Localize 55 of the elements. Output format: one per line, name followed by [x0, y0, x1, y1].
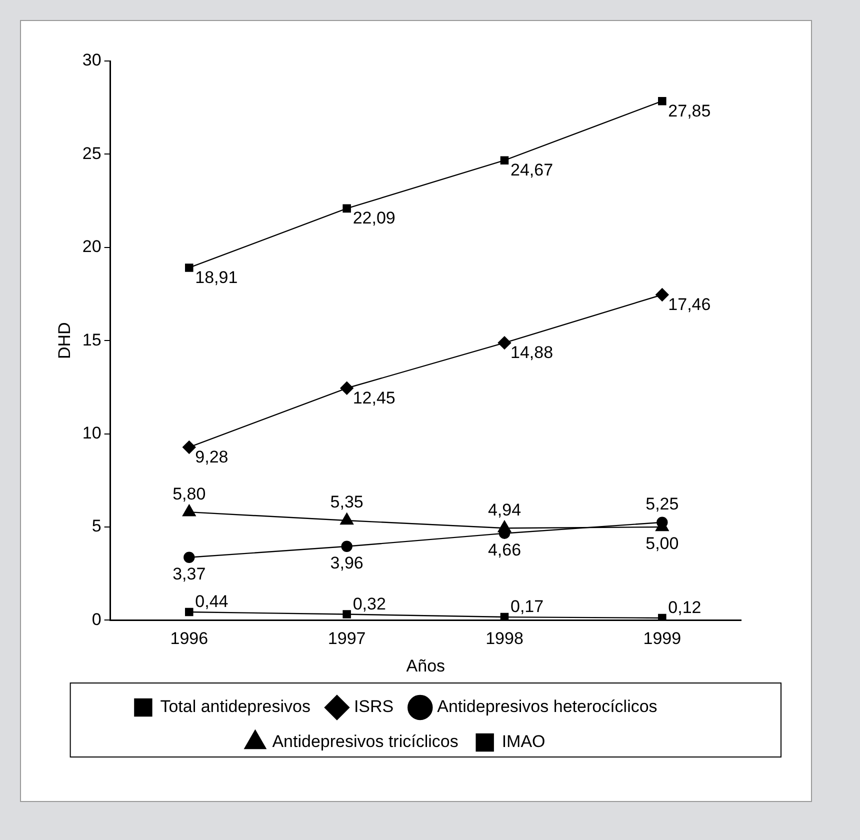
- data-label: 14,88: [510, 343, 554, 362]
- data-label: 0,44: [195, 592, 228, 612]
- legend-label: Antidepresivos heterocíclicos: [437, 697, 658, 716]
- data-label: 5,80: [172, 484, 206, 504]
- data-label: 27,85: [668, 101, 711, 120]
- point: [500, 612, 509, 620]
- point: [185, 608, 194, 616]
- point: [500, 156, 509, 164]
- point: [340, 382, 354, 395]
- data-label: 12,45: [352, 388, 396, 408]
- data-label: 0,17: [510, 597, 544, 616]
- x-axis-title: Años: [406, 656, 446, 676]
- y-tick-label: 15: [82, 330, 102, 350]
- data-label: 5,00: [646, 534, 679, 554]
- x-tick-label: 1997: [328, 629, 366, 648]
- point: [342, 610, 351, 618]
- x-tick-label: 1999: [643, 629, 682, 648]
- data-label: 5,35: [330, 492, 364, 512]
- legend-label: ISRS: [354, 697, 394, 716]
- y-tick-label: 5: [92, 516, 102, 536]
- point: [656, 516, 668, 528]
- legend-label: IMAO: [502, 732, 546, 752]
- point: [182, 504, 196, 516]
- x-tick-label: 1996: [170, 629, 208, 648]
- data-label: 24,67: [510, 160, 554, 180]
- data-label: 17,46: [668, 294, 711, 314]
- data-label: 3,37: [172, 564, 206, 584]
- data-label: 3,96: [330, 554, 364, 573]
- y-tick-label: 25: [82, 144, 102, 163]
- data-label: 4,66: [488, 540, 522, 560]
- data-label: 0,12: [668, 598, 702, 618]
- legend-label: Total antidepresivos: [160, 697, 310, 716]
- point: [342, 204, 351, 213]
- point: [340, 512, 354, 525]
- y-tick-label: 20: [82, 237, 102, 256]
- point: [658, 614, 666, 620]
- data-label: 22,09: [352, 208, 396, 228]
- data-label: 4,94: [488, 500, 522, 520]
- y-tick-label: 10: [82, 423, 102, 442]
- data-label: 9,28: [195, 447, 228, 466]
- point: [185, 264, 194, 272]
- data-label: 18,91: [195, 268, 238, 287]
- y-tick-label: 0: [92, 610, 102, 629]
- point: [341, 540, 352, 552]
- point: [184, 552, 195, 563]
- data-label: 0,32: [352, 594, 386, 614]
- point: [656, 288, 669, 302]
- data-label: 5,25: [646, 494, 679, 514]
- point: [182, 440, 196, 454]
- point: [658, 96, 666, 106]
- legend-label: Antidepresivos tricíclicos: [272, 732, 458, 752]
- y-tick-label: 30: [82, 50, 102, 70]
- x-tick-label: 1998: [486, 629, 524, 648]
- y-axis-title: DHD: [54, 322, 74, 360]
- point: [498, 336, 512, 350]
